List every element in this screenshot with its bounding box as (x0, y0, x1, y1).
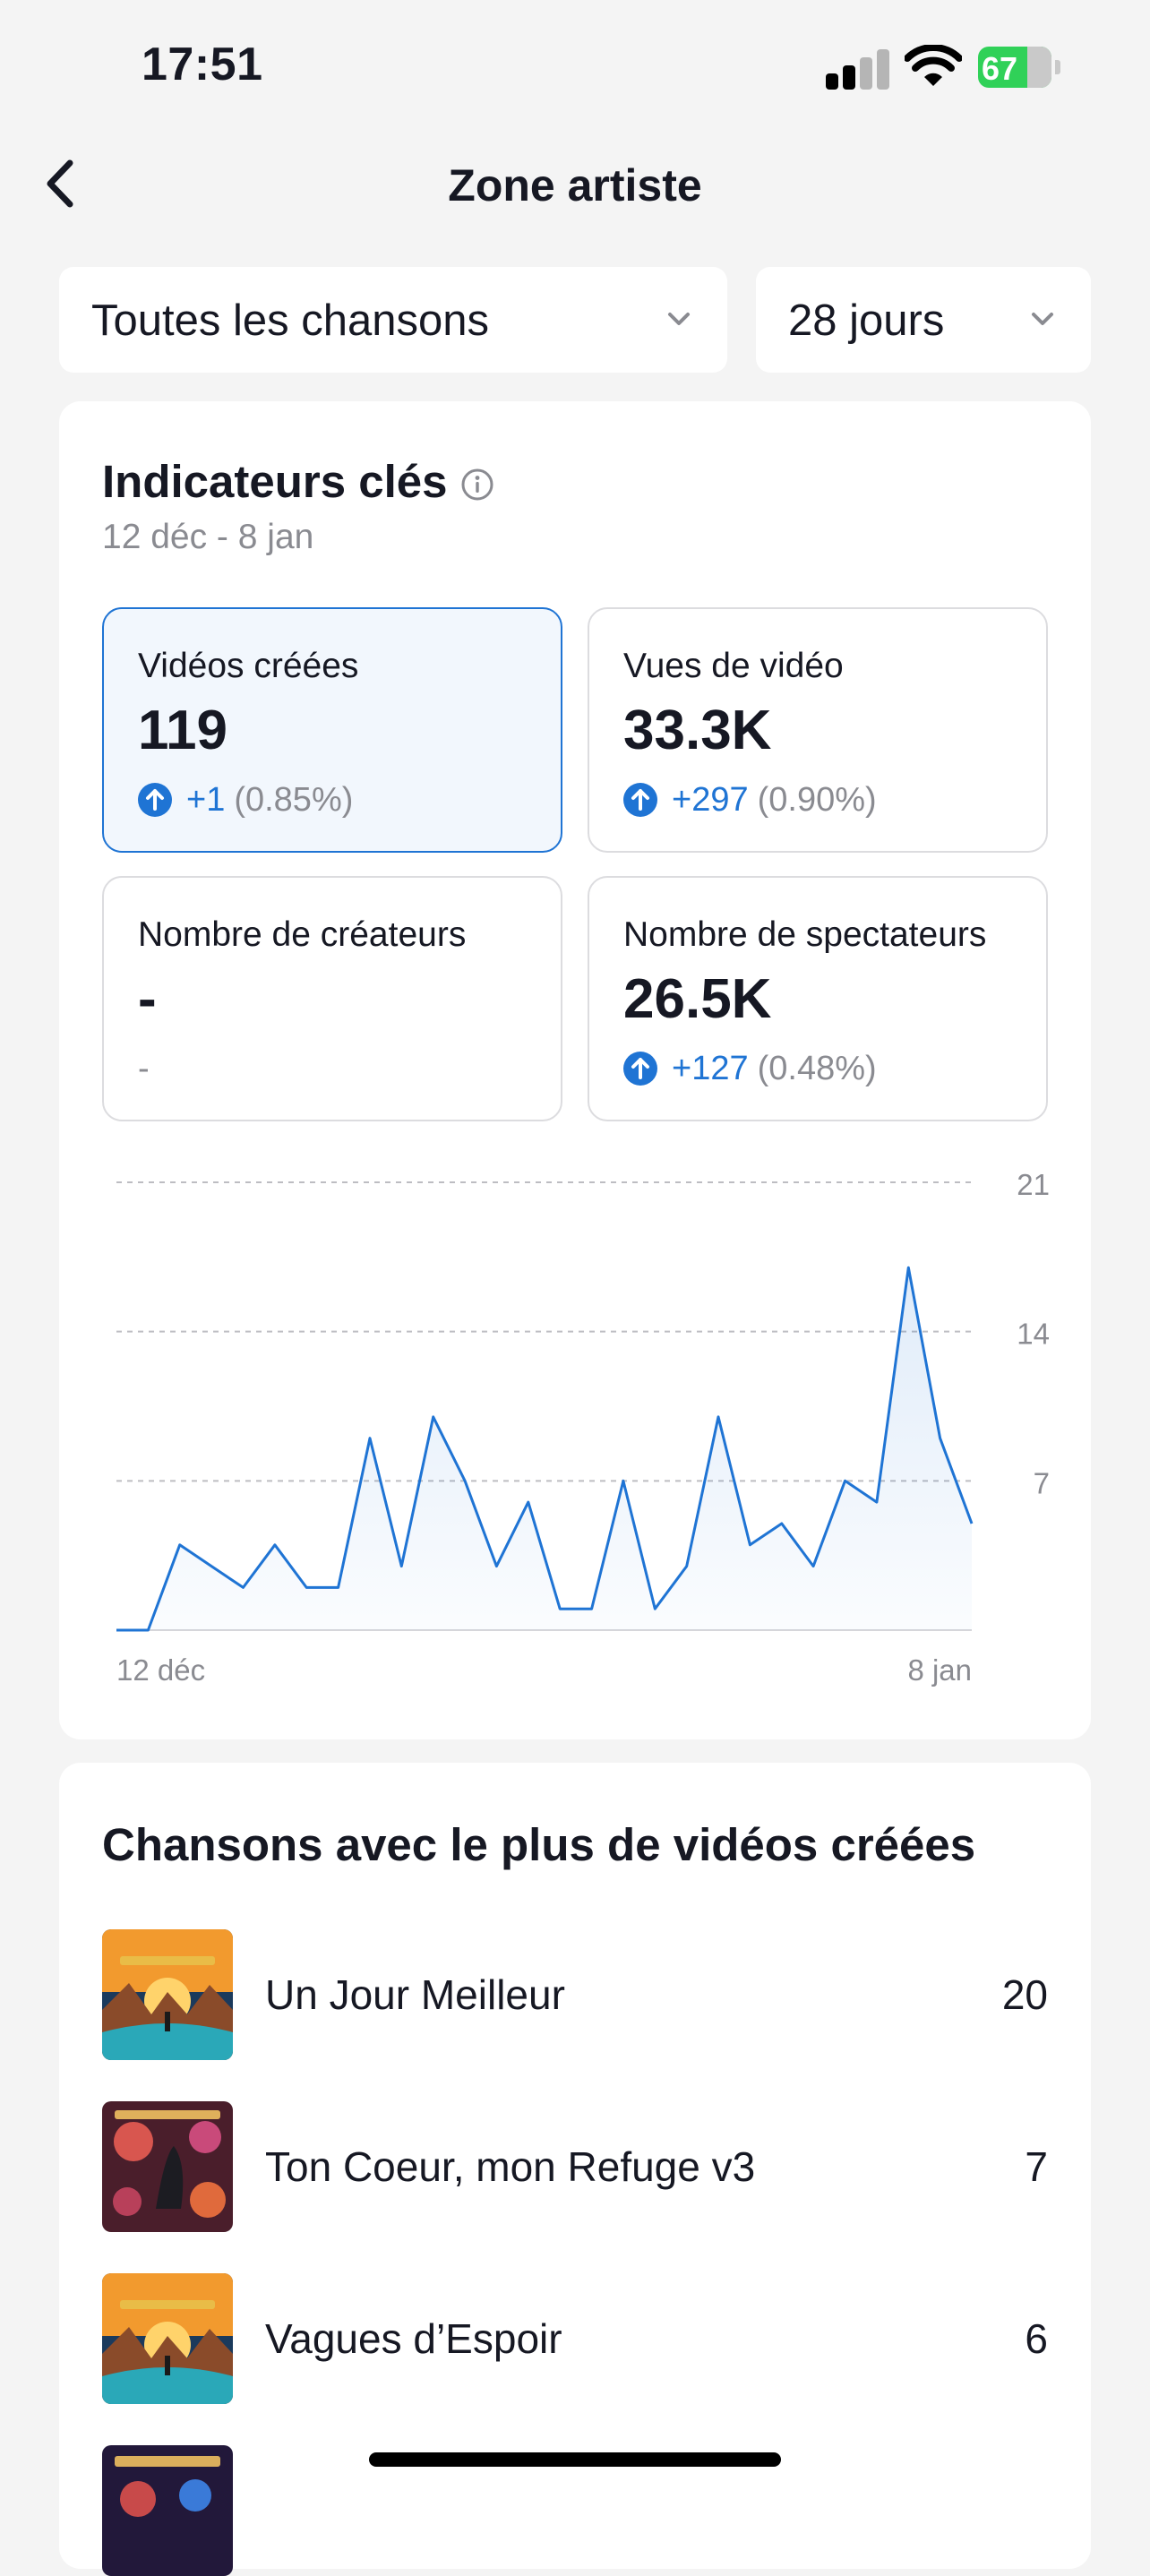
song-video-count: 6 (1025, 2314, 1048, 2363)
metric-value: 33.3K (623, 699, 771, 762)
metric-delta: +1 (0.85%) (138, 779, 353, 820)
period-filter-dropdown[interactable]: 28 jours (756, 267, 1091, 373)
list-item[interactable]: Ton Coeur, mon Refuge v3 7 (102, 2101, 1048, 2232)
wifi-icon (905, 45, 962, 88)
metric-tile-viewers[interactable]: Nombre de spectateurs 26.5K +127 (0.48%) (588, 876, 1048, 1121)
y-tick-label: 21 (1017, 1168, 1050, 1201)
song-video-count: 20 (1002, 1971, 1048, 2019)
metric-label: Vues de vidéo (623, 647, 844, 686)
x-start-label: 12 déc (116, 1653, 205, 1687)
metric-delta-percent: (0.90%) (758, 781, 877, 820)
chevron-down-icon (1025, 301, 1060, 337)
metric-delta-value: - (138, 1050, 150, 1088)
song-title: Vagues d’Espoir (265, 2314, 562, 2363)
list-item[interactable]: Un Jour Meilleur 20 (102, 1929, 1048, 2060)
album-cover-image (102, 2101, 233, 2232)
metric-tile-videos-created[interactable]: Vidéos créées 119 +1 (0.85%) (102, 607, 562, 853)
metric-delta: +127 (0.48%) (623, 1048, 877, 1089)
arrow-up-icon (623, 783, 657, 817)
metric-delta-percent: (0.48%) (758, 1050, 877, 1088)
cellular-signal-icon (826, 45, 888, 90)
chevron-down-icon (661, 301, 697, 337)
page-title: Zone artiste (0, 159, 1150, 211)
info-icon[interactable] (460, 468, 494, 502)
metric-label: Vidéos créées (138, 647, 358, 686)
song-title: Un Jour Meilleur (265, 1971, 565, 2019)
battery-level: 67 (982, 50, 1017, 88)
metric-delta: +297 (0.90%) (623, 779, 877, 820)
chart-area (116, 1267, 972, 1630)
x-end-label: 8 jan (907, 1653, 972, 1687)
key-metrics-card: Indicateurs clés 12 déc - 8 jan Vidéos c… (59, 401, 1091, 1739)
date-range: 12 déc - 8 jan (102, 518, 313, 557)
song-filter-dropdown[interactable]: Toutes les chansons (59, 267, 727, 373)
metric-delta-value: +1 (186, 781, 225, 820)
metric-value: - (138, 967, 157, 1031)
top-songs-card: Chansons avec le plus de vidéos créées U… (59, 1763, 1091, 2569)
top-songs-title: Chansons avec le plus de vidéos créées (102, 1818, 975, 1871)
song-title: Ton Coeur, mon Refuge v3 (265, 2142, 755, 2191)
arrow-up-icon (623, 1052, 657, 1086)
album-cover-image (102, 2445, 233, 2576)
metric-delta-value: +297 (672, 781, 749, 820)
home-indicator (369, 2452, 781, 2467)
battery-icon: 67 (978, 47, 1051, 88)
y-tick-label: 14 (1017, 1318, 1050, 1351)
y-tick-label: 7 (1034, 1466, 1050, 1499)
album-cover-image (102, 1929, 233, 2060)
song-video-count: 7 (1025, 2142, 1048, 2191)
song-filter-value: Toutes les chansons (91, 296, 489, 346)
metric-delta-percent: (0.85%) (234, 781, 353, 820)
arrow-up-icon (138, 783, 172, 817)
metric-value: 119 (138, 699, 227, 762)
videos-created-chart[interactable]: 21 14 7 12 déc 8 jan (59, 1125, 1091, 1716)
metric-delta: - (138, 1048, 150, 1089)
status-time: 17:51 (142, 38, 263, 91)
metric-value: 26.5K (623, 967, 771, 1031)
period-filter-value: 28 jours (788, 296, 944, 346)
status-bar: 17:51 67 (0, 0, 1150, 134)
nav-bar: Zone artiste (0, 134, 1150, 242)
metric-tile-creators[interactable]: Nombre de créateurs - - (102, 876, 562, 1121)
key-metrics-title: Indicateurs clés (102, 455, 448, 508)
metric-label: Nombre de créateurs (138, 915, 466, 955)
album-cover-image (102, 2273, 233, 2404)
metric-delta-value: +127 (672, 1050, 749, 1088)
metric-tile-video-views[interactable]: Vues de vidéo 33.3K +297 (0.90%) (588, 607, 1048, 853)
metric-label: Nombre de spectateurs (623, 915, 986, 955)
list-item[interactable]: Vagues d’Espoir 6 (102, 2273, 1048, 2404)
